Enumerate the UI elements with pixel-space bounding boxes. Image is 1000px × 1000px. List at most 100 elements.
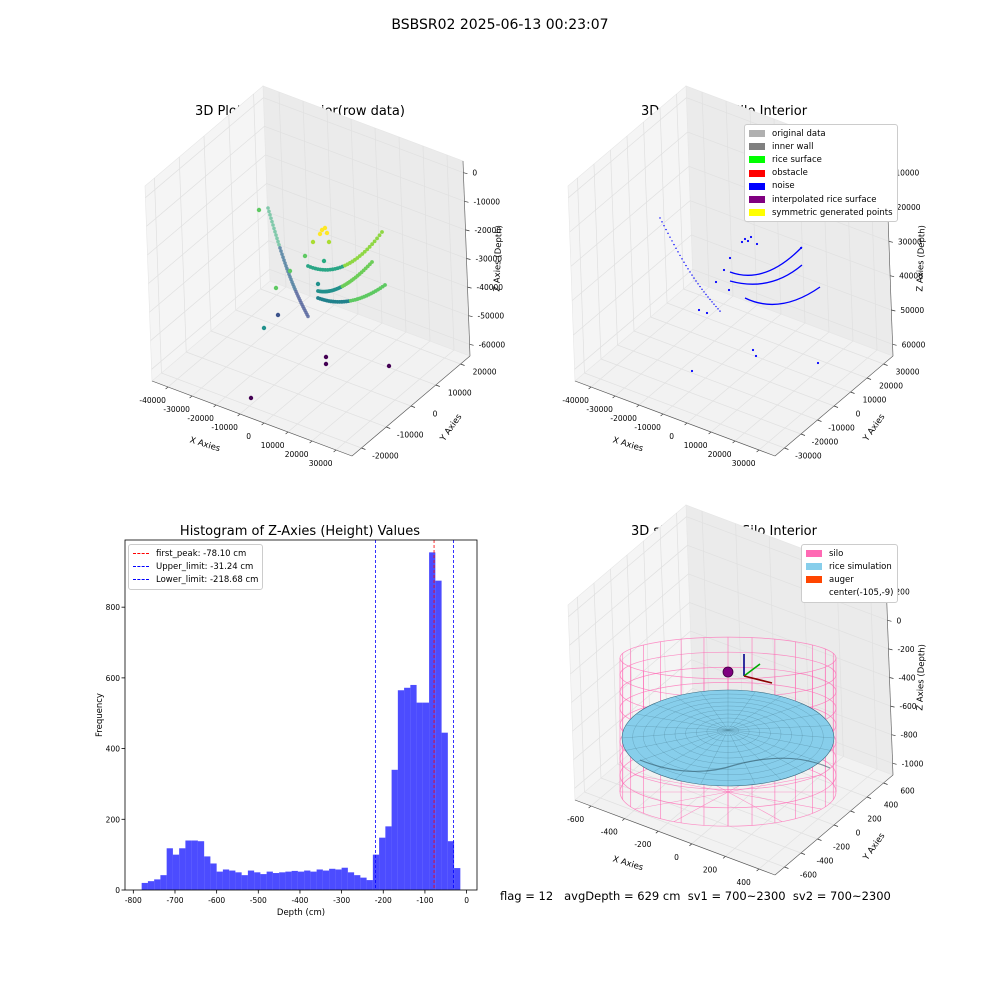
cls-noise-point bbox=[661, 221, 663, 223]
cls-noise-point bbox=[677, 251, 679, 253]
cls-noise-point bbox=[683, 261, 685, 263]
sim-rice-shadow bbox=[639, 757, 831, 772]
sim-grid-z bbox=[569, 545, 688, 646]
hist-bar bbox=[391, 769, 398, 890]
hist-frame bbox=[124, 539, 478, 891]
cls-ztick-label: 30000 bbox=[898, 237, 922, 246]
raw-ztick-label: -10000 bbox=[473, 197, 500, 206]
cls-grid-y bbox=[577, 177, 585, 374]
sim-silo-wire bbox=[634, 774, 729, 793]
cls-noise-point bbox=[690, 369, 694, 373]
sim-legend-swatch bbox=[806, 550, 822, 558]
raw-point bbox=[367, 244, 372, 249]
hist-bar bbox=[185, 840, 192, 890]
sim-rice-mesh bbox=[700, 691, 729, 731]
cls-grid-y bbox=[610, 149, 618, 346]
raw-point bbox=[324, 230, 330, 236]
cls-grid-z bbox=[692, 268, 893, 345]
raw-point bbox=[270, 219, 274, 224]
raw-grid-z bbox=[151, 269, 270, 370]
sim-grid-z bbox=[690, 630, 891, 707]
raw-xtick-label: -10000 bbox=[211, 423, 238, 432]
raw-point bbox=[284, 264, 288, 268]
sim-grid-z bbox=[688, 573, 889, 650]
raw-ytick-label: -20000 bbox=[372, 452, 399, 461]
sim-axis-y-arrow bbox=[743, 663, 761, 677]
sim-grid-z bbox=[687, 544, 888, 621]
cls-grid-y bbox=[683, 288, 884, 365]
sim-xtick-label: 400 bbox=[736, 878, 751, 887]
raw-point bbox=[315, 281, 321, 287]
raw-xtick-label: 20000 bbox=[285, 450, 309, 459]
cls-noise-point bbox=[755, 242, 759, 246]
raw-xtick-mark bbox=[285, 431, 289, 435]
cls-noise-point bbox=[697, 283, 699, 285]
raw-ztick-label: -60000 bbox=[479, 340, 506, 349]
sim-ztick-mark bbox=[890, 705, 895, 708]
raw-point bbox=[375, 236, 379, 241]
cls-ytick-mark bbox=[833, 405, 839, 408]
hist-bar bbox=[247, 870, 255, 890]
hist-bar bbox=[147, 881, 155, 890]
cls-noise-point bbox=[681, 258, 683, 260]
raw-xtick-label: 30000 bbox=[309, 459, 333, 468]
cls-ytick-mark bbox=[850, 391, 855, 394]
raw-ztick-mark bbox=[468, 315, 473, 318]
sim-rice-mesh bbox=[727, 729, 820, 763]
cls-xtick-label: 30000 bbox=[732, 459, 756, 468]
raw-point bbox=[380, 230, 384, 234]
cls-xtick-label: 20000 bbox=[708, 450, 732, 459]
raw-point bbox=[287, 268, 293, 274]
hist-bar bbox=[335, 869, 342, 890]
hist-xtick-label: -200 bbox=[375, 896, 392, 905]
hist-xtick-label: 0 bbox=[464, 896, 469, 905]
cls-ytick-mark bbox=[784, 447, 789, 450]
hist-xtick-label: -300 bbox=[333, 896, 350, 905]
sim-ztick-mark bbox=[891, 734, 896, 737]
raw-ytick-mark bbox=[361, 447, 366, 450]
raw-point bbox=[281, 255, 285, 259]
hist-xlabel: Depth (cm) bbox=[277, 908, 325, 918]
sim-xtick-label: 0 bbox=[674, 853, 679, 862]
cls-ztick-label: 60000 bbox=[902, 340, 926, 349]
cls-grid-y bbox=[600, 358, 802, 435]
cls-legend-item: rice surface bbox=[749, 153, 893, 166]
sim-legend-item: silo bbox=[806, 547, 893, 560]
cls-ytick-label: 10000 bbox=[863, 396, 887, 405]
cls-ytick-label: -20000 bbox=[812, 438, 839, 447]
raw-point bbox=[310, 239, 316, 245]
raw-point bbox=[269, 216, 273, 221]
raw-grid-y bbox=[235, 309, 436, 386]
hist-ytick-label: 800 bbox=[106, 603, 121, 612]
raw-xtick-mark bbox=[333, 449, 337, 453]
hist-bar bbox=[141, 882, 148, 890]
cls-noise-point bbox=[754, 354, 758, 358]
cls-ytick-label: 0 bbox=[856, 410, 861, 419]
raw-point bbox=[323, 354, 329, 360]
raw-xtick-label: 10000 bbox=[261, 441, 285, 450]
sim-xtick-label: -400 bbox=[601, 828, 618, 837]
cls-noise-point bbox=[816, 361, 820, 365]
raw-ztick-label: 0 bbox=[472, 169, 477, 178]
raw-point bbox=[261, 325, 267, 331]
hist-bar bbox=[347, 872, 355, 890]
cls-grid-y bbox=[584, 372, 785, 449]
sim-legend-label: center(-105,-9) bbox=[829, 588, 894, 599]
sim-ytick-label: 200 bbox=[867, 815, 882, 824]
raw-point bbox=[326, 239, 332, 245]
cls-noise-point bbox=[673, 243, 675, 246]
raw-grid-z bbox=[148, 183, 267, 284]
sim-ytick-label: -400 bbox=[816, 857, 833, 866]
cls-ytick-mark bbox=[866, 377, 872, 380]
raw-ztick-label: -50000 bbox=[478, 312, 505, 321]
raw-grid-z bbox=[149, 211, 268, 313]
cls-ztick-mark bbox=[892, 343, 897, 346]
sim-xtick-mark bbox=[756, 868, 760, 872]
hist-xtick-label: -600 bbox=[208, 896, 225, 905]
cls-noise-point bbox=[699, 285, 701, 288]
sim-legend-swatch bbox=[806, 576, 822, 584]
cls-ytick-label: -10000 bbox=[828, 424, 855, 433]
sim-ztick-label: -400 bbox=[899, 674, 916, 683]
